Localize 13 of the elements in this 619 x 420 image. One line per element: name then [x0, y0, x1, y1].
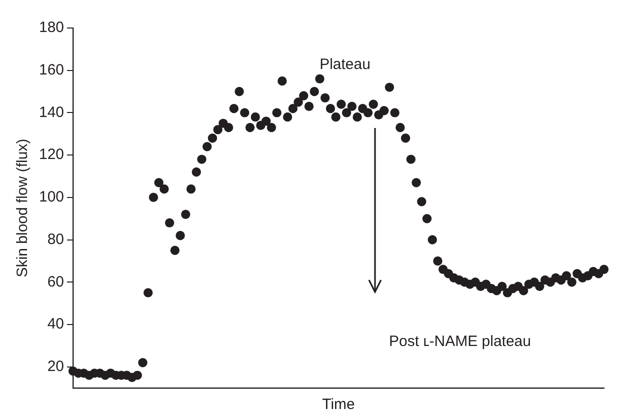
y-tick-label: 20 [47, 358, 64, 375]
y-tick-label: 80 [47, 230, 64, 248]
y-tick-label: 60 [47, 273, 64, 290]
y-tick-label: 120 [38, 146, 64, 164]
x-axis-title: Time [322, 396, 355, 414]
y-axis-title: Skin blood flow (flux) [14, 138, 32, 278]
y-tick-label: 180 [38, 19, 64, 36]
y-tick-label: 160 [38, 61, 64, 78]
y-tick-label: 40 [47, 316, 64, 333]
annotation: Post ʟ-NAME plateau [389, 333, 531, 350]
y-tick-label: 100 [38, 188, 64, 206]
y-tick-label: 140 [38, 104, 64, 121]
annotation: Plateau [320, 56, 370, 73]
